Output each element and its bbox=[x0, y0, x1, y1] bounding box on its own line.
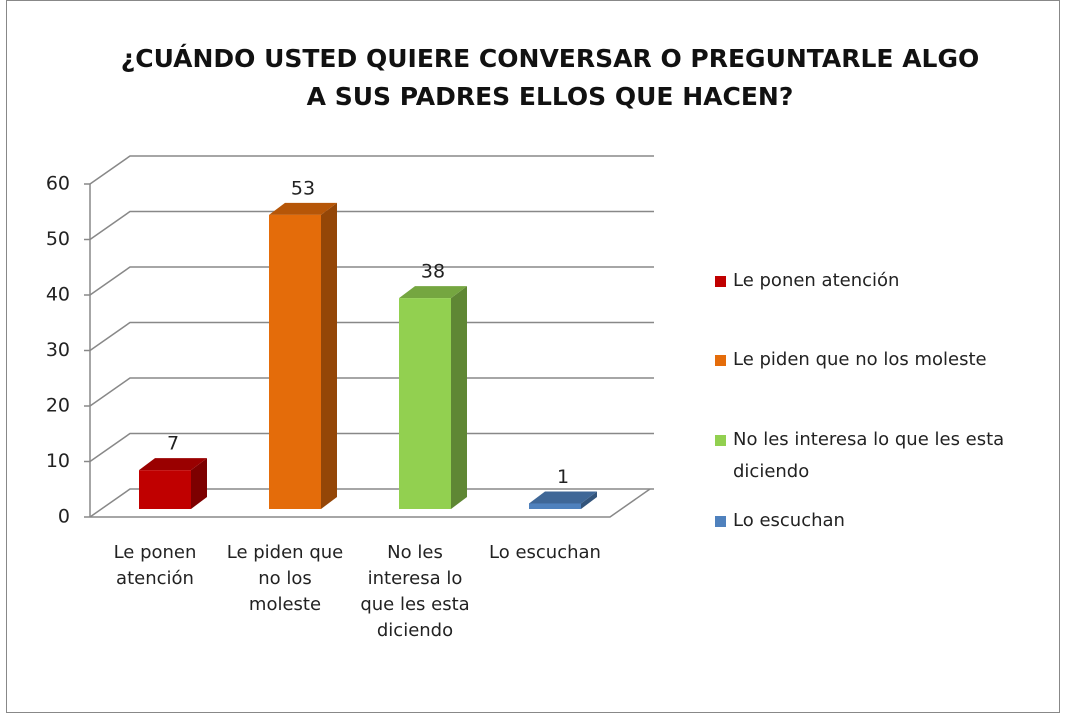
y-tick-label: 10 bbox=[46, 450, 70, 472]
legend-swatch bbox=[715, 355, 726, 366]
chart-frame bbox=[6, 0, 1060, 713]
legend-entry: No les interesa lo que les esta diciendo bbox=[715, 424, 1050, 488]
bar-side bbox=[321, 202, 337, 509]
chart-title: ¿CUÁNDO USTED QUIERE CONVERSAR O PREGUNT… bbox=[120, 44, 980, 111]
legend-label: Le ponen atención bbox=[733, 270, 900, 291]
bar-side bbox=[451, 286, 467, 509]
grid-line bbox=[89, 155, 654, 185]
legend-swatch bbox=[715, 435, 726, 446]
legend-entry: Lo escuchan bbox=[715, 505, 1050, 537]
grid-line bbox=[89, 321, 654, 352]
x-tick-label: Le ponen atención bbox=[113, 542, 197, 589]
y-tick-label: 40 bbox=[46, 284, 70, 306]
legend-entry: Le ponen atención bbox=[715, 265, 1050, 297]
x-tick-label: Lo escuchan bbox=[489, 542, 601, 563]
bar bbox=[269, 214, 321, 509]
value-label: 7 bbox=[167, 433, 179, 455]
y-tick-label: 60 bbox=[46, 173, 70, 195]
bar-top bbox=[529, 491, 597, 504]
y-tick-label: 50 bbox=[46, 228, 70, 250]
y-tick-label: 20 bbox=[46, 395, 70, 417]
value-label: 53 bbox=[291, 177, 315, 199]
grid-line bbox=[89, 266, 654, 296]
x-tick-label: No les interesa lo que les esta diciendo bbox=[360, 542, 470, 641]
grid-line bbox=[89, 432, 654, 463]
legend-swatch bbox=[715, 516, 726, 527]
y-tick-label: 0 bbox=[58, 506, 70, 528]
legend-swatch bbox=[715, 276, 726, 287]
value-label: 38 bbox=[421, 261, 445, 283]
y-tick-label: 30 bbox=[46, 339, 70, 361]
bar-top bbox=[399, 286, 467, 299]
legend-label: No les interesa lo que les esta diciendo bbox=[733, 429, 1005, 482]
bar-side bbox=[581, 491, 597, 509]
x-tick-label: Le piden que no los moleste bbox=[226, 542, 344, 615]
floor bbox=[90, 488, 651, 518]
legend-label: Lo escuchan bbox=[733, 510, 845, 531]
bar bbox=[139, 470, 191, 509]
value-label: 1 bbox=[557, 466, 569, 488]
grid-line bbox=[89, 488, 654, 518]
bar bbox=[399, 298, 451, 509]
bar-side bbox=[191, 458, 207, 509]
grid-line bbox=[89, 377, 654, 407]
legend-entry: Le piden que no los moleste bbox=[715, 344, 1050, 376]
bar bbox=[529, 503, 581, 509]
bar-top bbox=[269, 202, 337, 215]
legend-label: Le piden que no los moleste bbox=[733, 349, 987, 370]
bar-top bbox=[139, 458, 207, 471]
grid-line bbox=[89, 210, 654, 241]
